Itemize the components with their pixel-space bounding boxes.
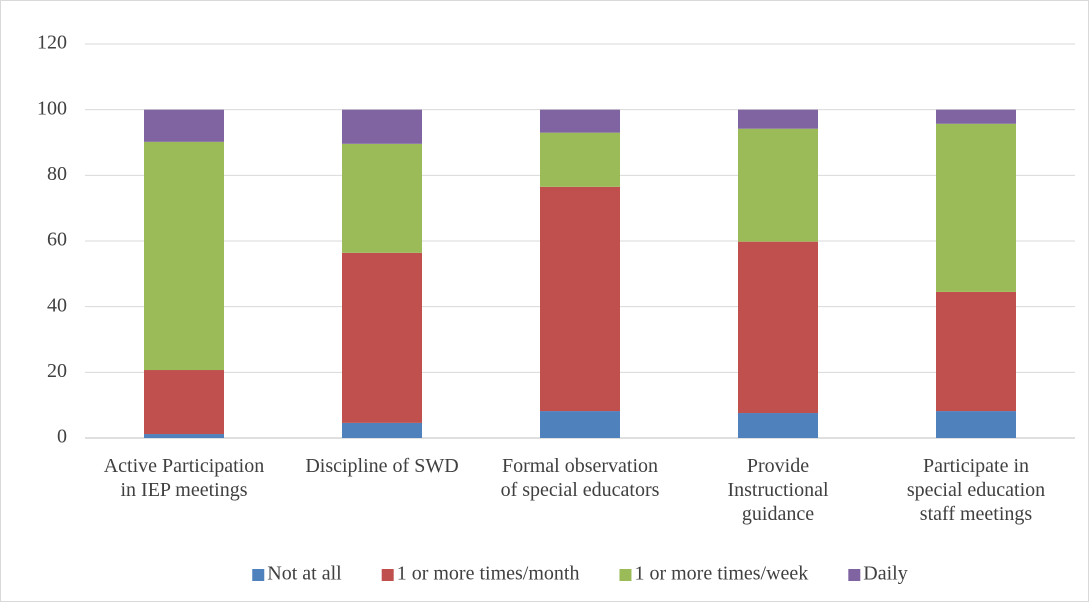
legend-swatch xyxy=(848,569,861,581)
x-tick-label: Provide Instructional guidance xyxy=(727,455,829,525)
bar-segment xyxy=(540,109,620,133)
bar-segment xyxy=(936,291,1016,412)
bar-segment xyxy=(738,413,818,438)
x-tick-label: Discipline of SWD xyxy=(305,455,458,477)
bar-segment xyxy=(738,241,818,414)
bar-segment xyxy=(936,123,1016,292)
y-tick-label: 120 xyxy=(37,32,67,54)
bar-segment xyxy=(540,411,620,438)
legend-label: 1 or more times/month xyxy=(397,563,580,585)
legend-label: Not at all xyxy=(267,563,342,585)
legend-label: Daily xyxy=(863,563,907,585)
legend-label: 1 or more times/week xyxy=(634,563,808,585)
y-tick-label: 60 xyxy=(47,229,67,251)
bar-segment xyxy=(144,434,224,438)
legend-swatch xyxy=(252,569,265,581)
x-tick-label: Formal observation of special educators xyxy=(501,455,660,501)
bar-segment xyxy=(144,109,224,142)
legend: Not at all 1 or more times/month 1 or more… xyxy=(252,563,908,585)
bar-segment xyxy=(342,143,422,253)
x-tick-label: Active Participation in IEP meetings xyxy=(104,455,265,501)
y-tick-label: 100 xyxy=(37,97,67,119)
y-tick-label: 20 xyxy=(47,360,67,382)
legend-swatch xyxy=(619,569,632,581)
x-tick-label: Participate in special education staff mee… xyxy=(907,455,1045,525)
y-tick-label: 0 xyxy=(57,426,67,448)
bar-segment xyxy=(738,109,818,129)
bar-segment xyxy=(738,128,818,242)
bar-segment xyxy=(342,109,422,144)
y-tick-label: 40 xyxy=(47,294,67,316)
bar-segment xyxy=(342,422,422,438)
bar-segment xyxy=(936,411,1016,438)
bar-segment xyxy=(342,252,422,423)
bar-segment xyxy=(144,370,224,435)
bar-segment xyxy=(936,109,1016,124)
y-tick-label: 80 xyxy=(47,163,67,185)
bar-segment xyxy=(540,132,620,187)
bar-segment xyxy=(144,141,224,371)
bar-segment xyxy=(540,186,620,412)
legend-swatch xyxy=(381,569,394,581)
